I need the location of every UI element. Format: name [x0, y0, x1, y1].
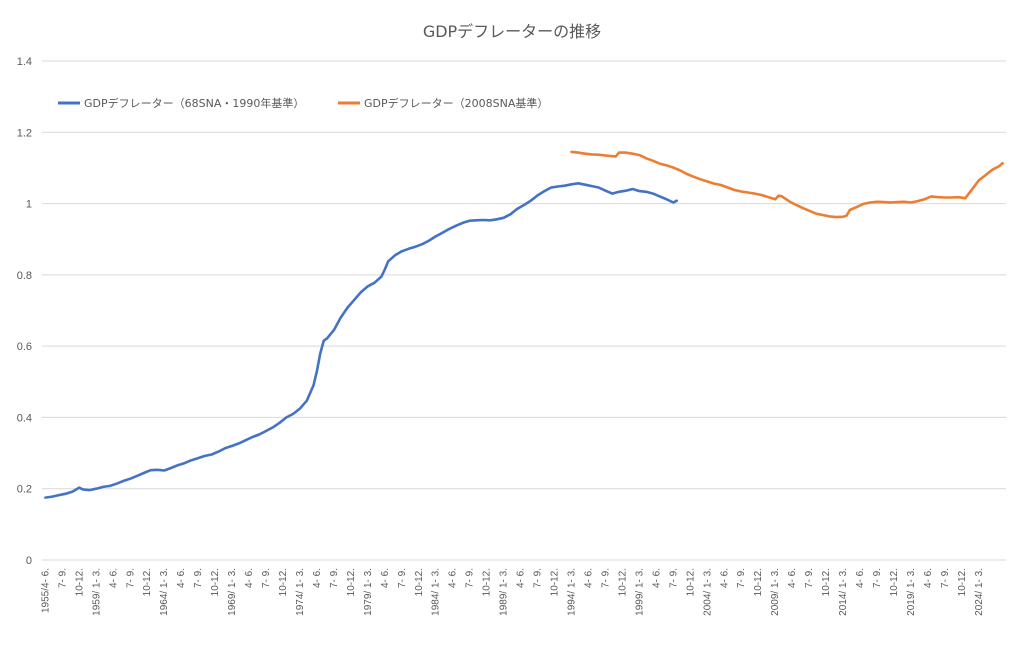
x-tick-label: 1974/ 1- 3. [295, 568, 306, 616]
x-tick-label: 2024/ 1- 3. [974, 568, 985, 616]
x-tick-label: 7- 9. [57, 568, 68, 588]
x-tick-label: 10-12. [889, 568, 900, 596]
x-tick-label: 4- 6. [244, 568, 255, 588]
x-tick-label: 4- 6. [448, 568, 459, 588]
series-line-1 [44, 182, 678, 499]
x-tick-label: 7- 9. [397, 568, 408, 588]
y-tick-label: 0.6 [17, 341, 32, 353]
x-tick-label: 10-12. [753, 568, 764, 596]
gridlines [42, 60, 1006, 561]
x-tick-label: 2009/ 1- 3. [770, 568, 781, 616]
x-tick-label: 10-12. [346, 568, 357, 596]
x-tick-label: 10-12. [414, 568, 425, 596]
x-tick-label: 7- 9. [261, 568, 272, 588]
x-tick-label: 2019/ 1- 3. [906, 568, 917, 616]
x-tick-label: 4- 6. [719, 568, 730, 588]
x-tick-label: 4- 6. [583, 568, 594, 588]
x-tick-label: 7- 9. [940, 568, 951, 588]
x-tick-label: 1964/ 1- 3. [159, 568, 170, 616]
y-tick-label: 0.8 [17, 270, 32, 282]
x-tick-label: 4- 6. [516, 568, 527, 588]
x-tick-label: 1979/ 1- 3. [363, 568, 374, 616]
x-tick-label: 10-12. [278, 568, 289, 596]
series-line-2 [570, 150, 1004, 219]
x-tick-label: 7- 9. [465, 568, 476, 588]
x-tick-label: 1984/ 1- 3. [431, 568, 442, 616]
x-tick-label: 1999/ 1- 3. [634, 568, 645, 616]
x-tick-label: 7- 9. [533, 568, 544, 588]
x-tick-label: 4- 6. [312, 568, 323, 588]
x-tick-label: 7- 9. [668, 568, 679, 588]
x-tick-label: 4- 6. [923, 568, 934, 588]
x-tick-label: 1994/ 1- 3. [567, 568, 578, 616]
x-tick-label: 2004/ 1- 3. [702, 568, 713, 616]
x-tick-label: 7- 9. [329, 568, 340, 588]
x-tick-label: 10-12. [482, 568, 493, 596]
y-tick-label: 1 [26, 199, 32, 211]
x-tick-label: 10-12. [142, 568, 153, 596]
x-tick-label: 2014/ 1- 3. [838, 568, 849, 616]
x-tick-label: 1959/ 1- 3. [91, 568, 102, 616]
x-tick-label: 1989/ 1- 3. [499, 568, 510, 616]
y-tick-label: 1.4 [17, 56, 32, 68]
x-tick-label: 7- 9. [736, 568, 747, 588]
x-axis-ticks: 1955/4- 6. 7- 9. 10-12. 1959/ 1- 3. 4- 6. 7- … [40, 568, 984, 616]
series-lines [44, 150, 1004, 499]
x-tick-label: 4- 6. [176, 568, 187, 588]
x-tick-label: 4- 6. [651, 568, 662, 588]
y-tick-label: 0 [26, 555, 32, 567]
x-tick-label: 10-12. [550, 568, 561, 596]
y-tick-label: 0.4 [17, 412, 32, 424]
x-tick-label: 10-12. [685, 568, 696, 596]
y-tick-label: 0.2 [17, 484, 32, 496]
x-tick-label: 4- 6. [855, 568, 866, 588]
legend: GDPデフレーター（68SNA・1990年基準） GDPデフレーター（2008S… [58, 96, 548, 110]
chart-title: GDPデフレーターの推移 [423, 22, 601, 41]
x-tick-label: 10-12. [821, 568, 832, 596]
x-tick-label: 10-12. [957, 568, 968, 596]
y-axis-ticks: 0 0.2 0.4 0.6 0.8 1 1.2 1.4 [17, 56, 32, 567]
legend-label-series-2: GDPデフレーター（2008SNA基準） [364, 96, 548, 110]
x-tick-label: 7- 9. [804, 568, 815, 588]
x-tick-label: 4- 6. [380, 568, 391, 588]
y-tick-label: 1.2 [17, 127, 32, 139]
x-tick-label: 4- 6. [787, 568, 798, 588]
x-tick-label: 7- 9. [193, 568, 204, 588]
x-tick-label: 10-12. [210, 568, 221, 596]
x-tick-label: 1955/4- 6. [40, 568, 51, 613]
legend-label-series-1: GDPデフレーター（68SNA・1990年基準） [84, 96, 304, 110]
x-tick-label: 7- 9. [872, 568, 883, 588]
x-tick-label: 7- 9. [600, 568, 611, 588]
x-tick-label: 7- 9. [125, 568, 136, 588]
x-tick-label: 4- 6. [108, 568, 119, 588]
x-tick-label: 10-12. [617, 568, 628, 596]
x-tick-label: 1969/ 1- 3. [227, 568, 238, 616]
x-tick-label: 10-12. [74, 568, 85, 596]
